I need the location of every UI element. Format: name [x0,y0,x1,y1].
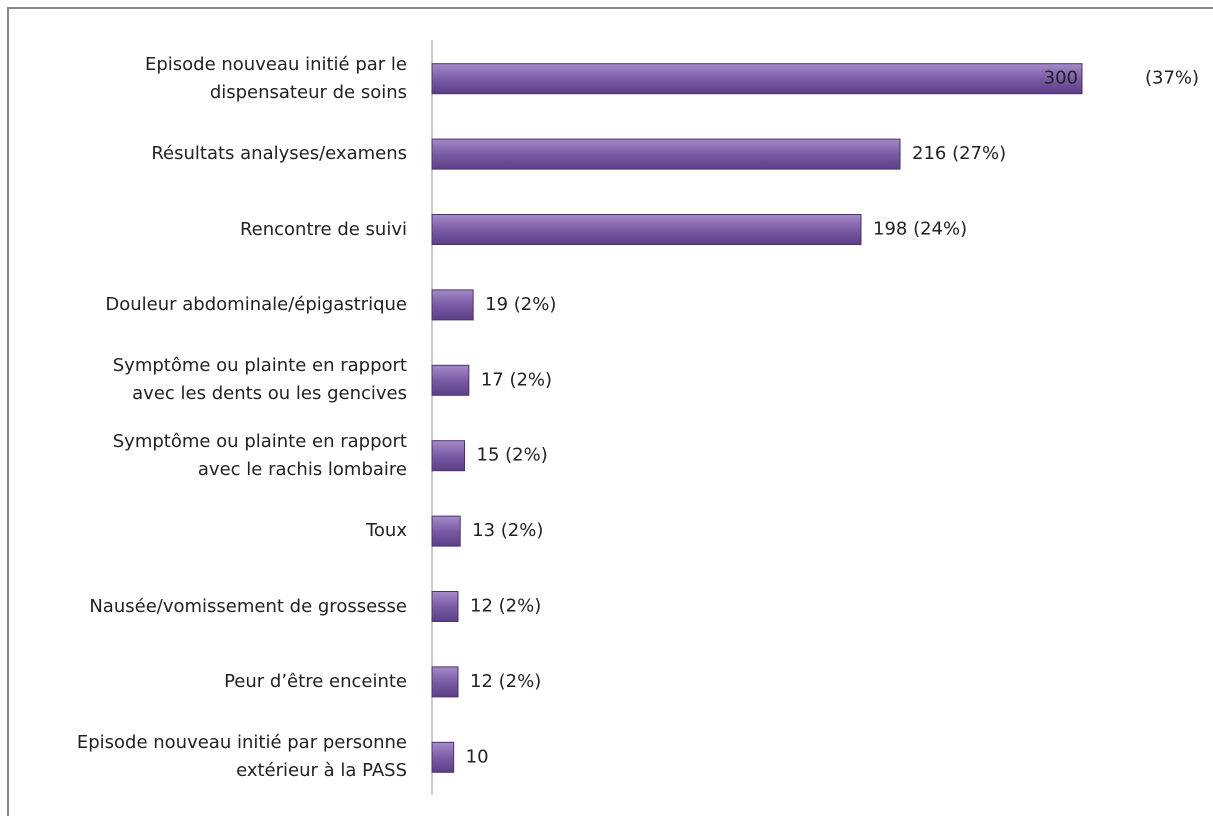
value-label: 15 (2%) [477,445,548,466]
value-label: 12 (2%) [470,671,541,692]
category-label: Symptôme ou plainte en rapport avec les … [112,355,407,405]
value-label: 300 [1044,68,1078,89]
bar [431,364,470,396]
bar [431,289,474,321]
category-label: Résultats analyses/examens [151,143,407,165]
bar [431,63,1083,95]
value-label: 17 (2%) [481,369,552,390]
category-label: Nausée/vomissement de grossesse [89,595,407,617]
bar [431,214,862,245]
frame [7,7,1213,816]
value-label: 13 (2%) [472,520,543,541]
bar [431,591,459,622]
value-label: 12 (2%) [470,596,541,617]
category-label: Episode nouveau initié par le dispensate… [144,53,407,103]
category-label: Peur d’être enceinte [224,670,407,692]
annotation: (37%) [1145,68,1199,89]
category-label: Episode nouveau initié par personne exté… [76,732,407,782]
bar [431,440,465,472]
bar [431,515,461,547]
category-label: Douleur abdominale/épigastrique [105,293,407,315]
category-label: Rencontre de suivi [239,218,407,240]
bar [431,138,901,170]
bar [431,666,459,698]
value-label: 198 (24%) [873,219,967,240]
category-label: Symptôme ou plainte en rapport avec le r… [112,430,407,480]
value-label: 19 (2%) [485,294,556,315]
category-label: Toux [365,520,407,542]
value-label: 216 (27%) [912,143,1006,164]
bar [431,741,455,773]
value-label: 10 [466,746,489,767]
